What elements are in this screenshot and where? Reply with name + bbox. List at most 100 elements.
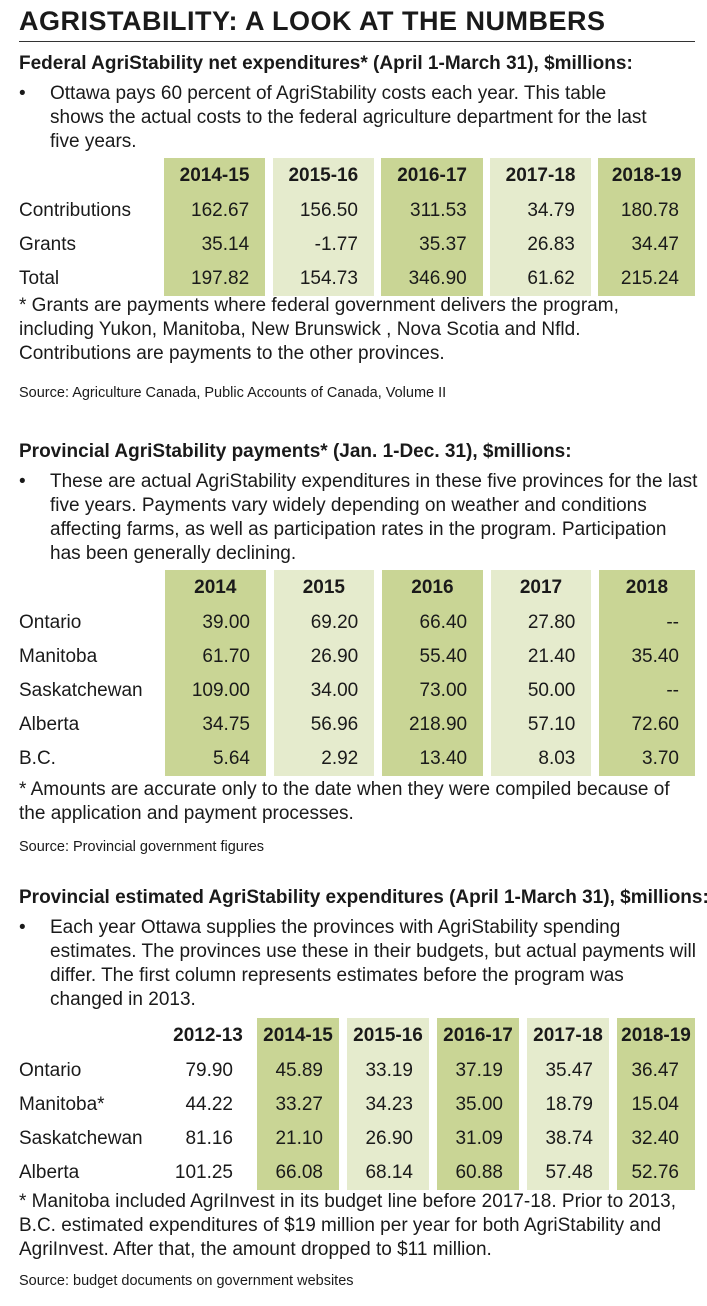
table-row: Alberta 101.25 66.08 68.14 60.88 57.48 5…: [19, 1156, 695, 1190]
table-cell: 50.00: [490, 674, 592, 708]
table-cell: 45.89: [257, 1054, 339, 1088]
federal-section: Federal AgriStability net expenditures* …: [19, 52, 699, 154]
table-cell: 101.25: [174, 1162, 233, 1183]
table-row: Alberta 34.75 56.96 218.90 57.10 72.60: [19, 708, 695, 742]
table-cell: 68.14: [347, 1156, 429, 1190]
row-label: Ontario: [19, 1060, 82, 1081]
estimated-col-header: 2014-15: [257, 1018, 339, 1054]
table-cell: -1.77: [272, 228, 374, 262]
federal-col-header: 2018-19: [598, 158, 695, 194]
provincial-table: 2014 2015 2016 2017 2018 Ontario 39.00 6…: [19, 570, 695, 776]
table-cell: 57.10: [490, 708, 592, 742]
estimated-footer: * Manitoba included AgriInvest in its bu…: [19, 1190, 699, 1290]
row-label: Saskatchewan: [19, 680, 143, 701]
table-cell: 34.47: [598, 228, 695, 262]
table-cell: 26.90: [273, 640, 375, 674]
table-cell: 21.10: [257, 1122, 339, 1156]
title-divider: [19, 41, 695, 42]
table-cell: 55.40: [381, 640, 484, 674]
table-cell: 72.60: [598, 708, 695, 742]
bullet-dot: •: [19, 83, 26, 104]
provincial-col-header: 2015: [273, 570, 375, 606]
table-cell: 15.04: [617, 1088, 695, 1122]
table-cell: 32.40: [617, 1122, 695, 1156]
estimated-note: * Manitoba included AgriInvest in its bu…: [19, 1191, 676, 1260]
federal-header-row: 2014-15 2015-16 2016-17 2017-18 2018-19: [19, 158, 695, 194]
table-cell: 57.48: [527, 1156, 609, 1190]
provincial-bullet-text: These are actual AgriStability expenditu…: [50, 471, 698, 564]
table-cell: 311.53: [381, 194, 483, 228]
estimated-heading: Provincial estimated AgriStability expen…: [19, 887, 707, 908]
table-cell: 34.75: [164, 708, 266, 742]
federal-col-header: 2014-15: [163, 158, 266, 194]
federal-bullet-text: Ottawa pays 60 percent of AgriStability …: [50, 83, 647, 152]
federal-table: 2014-15 2015-16 2016-17 2017-18 2018-19 …: [19, 158, 695, 296]
table-cell: 180.78: [598, 194, 695, 228]
federal-bullet: • Ottawa pays 60 percent of AgriStabilit…: [19, 82, 650, 154]
table-cell: 36.47: [617, 1054, 695, 1088]
provincial-footer: * Amounts are accurate only to the date …: [19, 778, 699, 856]
table-cell: 26.83: [490, 228, 591, 262]
provincial-col-header: 2017: [490, 570, 592, 606]
table-cell: 26.90: [347, 1122, 429, 1156]
table-cell: 3.70: [598, 742, 695, 776]
table-cell: 156.50: [272, 194, 374, 228]
page-title: AGRISTABILITY: A LOOK AT THE NUMBERS: [19, 6, 606, 36]
table-cell: 34.00: [273, 674, 375, 708]
federal-source: Source: Agriculture Canada, Public Accou…: [19, 385, 447, 401]
row-label: Ontario: [19, 612, 82, 633]
table-cell: 18.79: [527, 1088, 609, 1122]
provincial-heading: Provincial AgriStability payments* (Jan.…: [19, 441, 572, 462]
table-cell: 44.22: [185, 1094, 233, 1115]
table-cell: 69.20: [273, 606, 375, 640]
federal-footer: * Grants are payments where federal gove…: [19, 294, 699, 402]
table-cell: 52.76: [617, 1156, 695, 1190]
table-cell: 66.40: [381, 606, 484, 640]
table-cell: 5.64: [164, 742, 266, 776]
table-cell: 346.90: [381, 262, 483, 296]
table-cell: 37.19: [437, 1054, 519, 1088]
estimated-bullet: • Each year Ottawa supplies the province…: [19, 916, 700, 1012]
table-cell: 27.80: [490, 606, 592, 640]
table-cell: 21.40: [490, 640, 592, 674]
table-cell: 154.73: [272, 262, 374, 296]
bullet-dot: •: [19, 471, 26, 492]
provincial-col-header: 2018: [598, 570, 695, 606]
row-label: Manitoba*: [19, 1094, 105, 1115]
table-cell: 73.00: [381, 674, 484, 708]
row-label: Alberta: [19, 1162, 80, 1183]
table-cell: 81.16: [185, 1128, 233, 1149]
table-cell: 35.14: [163, 228, 266, 262]
estimated-header-row: 2012-13 2014-15 2015-16 2016-17 2017-18 …: [19, 1018, 695, 1054]
table-cell: 162.67: [163, 194, 266, 228]
federal-col-header: 2015-16: [272, 158, 374, 194]
federal-col-header: 2017-18: [490, 158, 591, 194]
table-row: Contributions 162.67 156.50 311.53 34.79…: [19, 194, 695, 228]
table-cell: 34.79: [490, 194, 591, 228]
federal-note: * Grants are payments where federal gove…: [19, 295, 619, 364]
provincial-section: Provincial AgriStability payments* (Jan.…: [19, 440, 699, 566]
estimated-source: Source: budget documents on government w…: [19, 1273, 354, 1289]
table-cell: 35.00: [437, 1088, 519, 1122]
table-cell: 38.74: [527, 1122, 609, 1156]
estimated-col-header: 2016-17: [437, 1018, 519, 1054]
provincial-header-row: 2014 2015 2016 2017 2018: [19, 570, 695, 606]
federal-heading: Federal AgriStability net expenditures* …: [19, 53, 633, 74]
table-cell: 61.70: [164, 640, 266, 674]
table-row: Saskatchewan 81.16 21.10 26.90 31.09 38.…: [19, 1122, 695, 1156]
provincial-source: Source: Provincial government figures: [19, 839, 265, 855]
table-cell: 8.03: [490, 742, 592, 776]
provincial-note: * Amounts are accurate only to the date …: [19, 779, 670, 824]
table-cell: 39.00: [164, 606, 266, 640]
table-cell: --: [598, 606, 695, 640]
table-cell: 35.37: [381, 228, 483, 262]
estimated-table: 2012-13 2014-15 2015-16 2016-17 2017-18 …: [19, 1018, 695, 1190]
table-row: Grants 35.14 -1.77 35.37 26.83 34.47: [19, 228, 695, 262]
table-cell: 79.90: [185, 1060, 233, 1081]
table-row: Manitoba* 44.22 33.27 34.23 35.00 18.79 …: [19, 1088, 695, 1122]
row-label: Contributions: [19, 200, 131, 221]
table-cell: 31.09: [437, 1122, 519, 1156]
table-row: Ontario 39.00 69.20 66.40 27.80 --: [19, 606, 695, 640]
table-cell: 197.82: [163, 262, 266, 296]
